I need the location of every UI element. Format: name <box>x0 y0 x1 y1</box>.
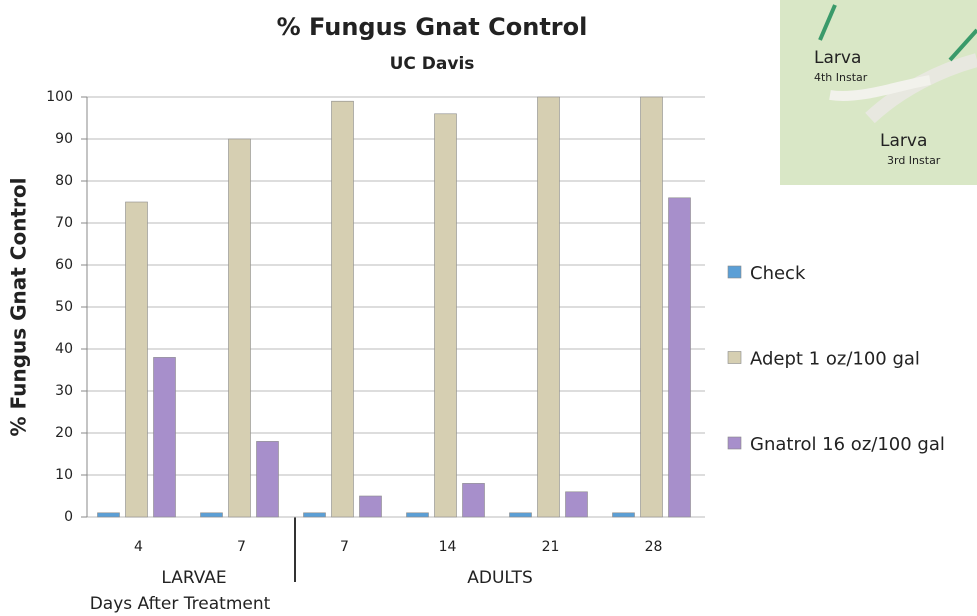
x-tick-label: 7 <box>237 539 246 555</box>
bar <box>304 513 326 517</box>
group-label: LARVAE <box>161 568 226 588</box>
y-tick-label: 10 <box>55 467 73 483</box>
y-tick-label: 40 <box>55 341 73 357</box>
bar <box>538 97 560 517</box>
legend-swatch <box>728 352 741 364</box>
legend-label: Check <box>750 263 806 284</box>
chart: Larva 4th Instar Larva 3rd Instar % Fung… <box>0 0 977 616</box>
y-tick-label: 0 <box>64 509 73 525</box>
y-tick-label: 70 <box>55 215 73 231</box>
inset-label: Larva <box>814 48 861 68</box>
group-label: ADULTS <box>467 568 532 588</box>
bar <box>463 483 485 517</box>
chart-title: % Fungus Gnat Control <box>277 13 588 41</box>
y-tick-label: 60 <box>55 257 73 273</box>
y-tick-label: 50 <box>55 299 73 315</box>
bar <box>435 114 457 517</box>
bar <box>201 513 223 517</box>
chart-subtitle: UC Davis <box>390 54 475 74</box>
bar <box>407 513 429 517</box>
y-tick-label: 20 <box>55 425 73 441</box>
legend-swatch <box>728 266 741 278</box>
y-tick-label: 90 <box>55 131 73 147</box>
x-tick-label: 7 <box>340 539 349 555</box>
bar <box>613 513 635 517</box>
x-axis-label: Days After Treatment <box>90 594 271 614</box>
legend-swatch <box>728 437 741 449</box>
inset-label: 3rd Instar <box>887 154 941 167</box>
x-tick-label: 14 <box>439 539 457 555</box>
y-tick-label: 30 <box>55 383 73 399</box>
inset-label: Larva <box>880 131 927 151</box>
bar <box>566 492 588 517</box>
y-tick-label: 100 <box>46 89 73 105</box>
bar <box>641 97 663 517</box>
bar <box>510 513 532 517</box>
legend-label: Adept 1 oz/100 gal <box>750 349 920 370</box>
legend-label: Gnatrol 16 oz/100 gal <box>750 434 945 455</box>
bar <box>257 441 279 517</box>
bar <box>98 513 120 517</box>
bar <box>126 202 148 517</box>
y-tick-label: 80 <box>55 173 73 189</box>
x-tick-label: 28 <box>645 539 663 555</box>
bar <box>332 101 354 517</box>
y-axis-label: % Fungus Gnat Control <box>7 178 31 437</box>
bar <box>360 496 382 517</box>
bar <box>154 357 176 517</box>
bar <box>669 198 691 517</box>
bar <box>229 139 251 517</box>
inset-label: 4th Instar <box>814 71 868 84</box>
x-tick-label: 21 <box>542 539 560 555</box>
x-tick-label: 4 <box>134 539 143 555</box>
